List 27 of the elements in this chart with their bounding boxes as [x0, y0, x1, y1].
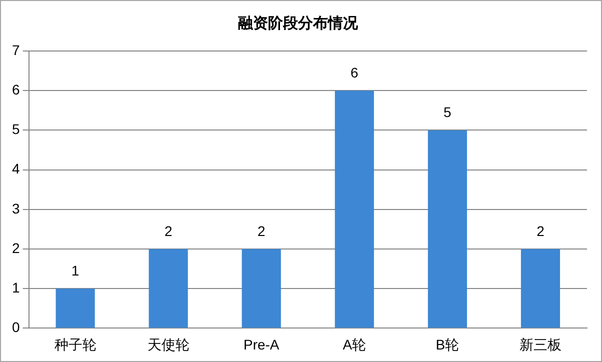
x-tick-label: A轮 — [342, 336, 366, 352]
bar — [520, 249, 560, 328]
y-tick-label: 0 — [12, 319, 20, 336]
data-label: 6 — [350, 64, 359, 80]
data-label: 2 — [536, 222, 545, 239]
y-tick-label: 4 — [12, 160, 20, 177]
data-label: 5 — [444, 104, 452, 120]
y-tick-label: 1 — [12, 279, 20, 296]
y-tick-label: 2 — [12, 240, 20, 256]
y-tick-label: 3 — [12, 200, 20, 216]
x-tick-label: 新三板 — [519, 336, 562, 352]
bar — [148, 249, 188, 328]
chart-title: 融资阶段分布情况 — [238, 15, 359, 32]
y-tick-label: 7 — [12, 42, 20, 58]
bar — [56, 288, 95, 328]
bar — [242, 249, 281, 328]
x-tick-label: Pre-A — [243, 336, 280, 352]
bar — [334, 90, 374, 328]
data-label: 2 — [257, 222, 266, 239]
y-tick-label: 5 — [12, 121, 20, 138]
x-tick-label: B轮 — [436, 336, 460, 352]
y-tick-label: 6 — [12, 81, 20, 98]
x-tick-label: 种子轮 — [54, 336, 96, 352]
x-tick-label: 天使轮 — [147, 336, 190, 352]
data-label: 2 — [164, 222, 172, 239]
data-label: 1 — [71, 262, 80, 278]
bar — [428, 130, 467, 328]
